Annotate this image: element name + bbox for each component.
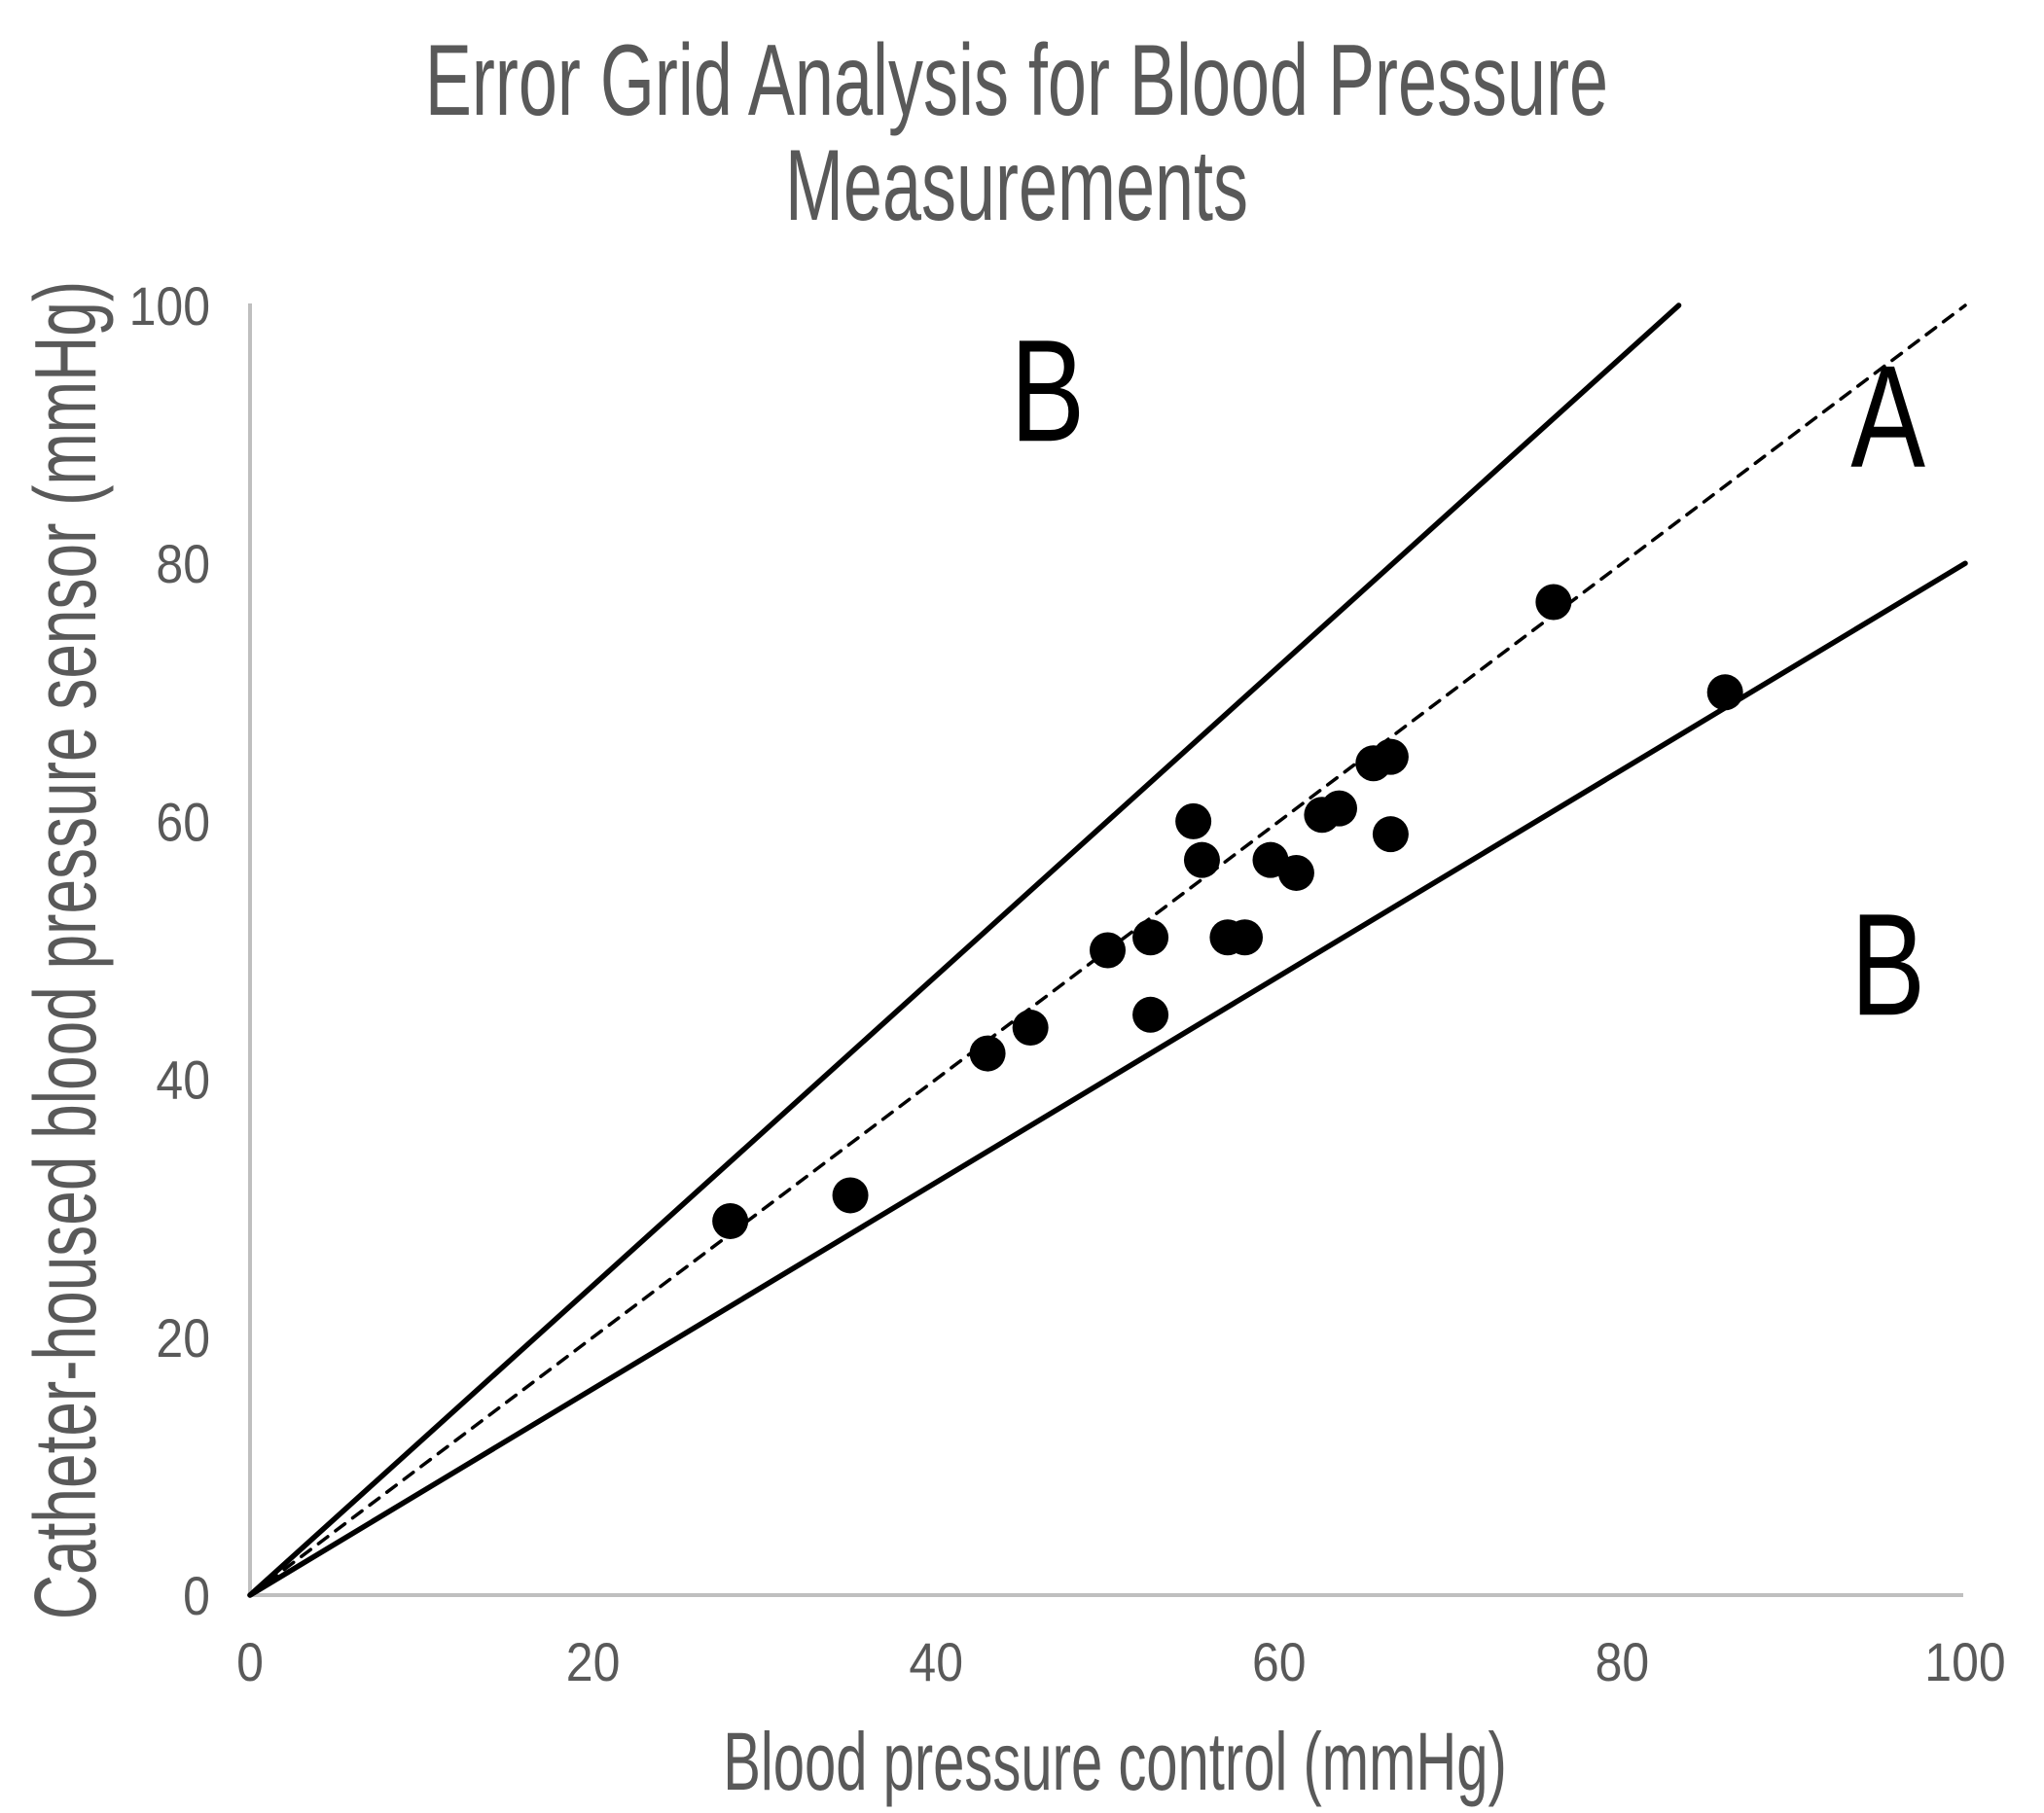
y-tick-label-20: 20 xyxy=(156,1308,210,1369)
data-point xyxy=(1372,816,1409,853)
data-point xyxy=(832,1177,869,1214)
data-point xyxy=(1227,919,1264,956)
region-label-lower-right: B xyxy=(1850,884,1925,1047)
data-point xyxy=(1132,919,1169,956)
data-point xyxy=(969,1035,1006,1072)
data-point xyxy=(1706,674,1743,711)
data-point xyxy=(1372,738,1409,775)
y-tick-label-40: 40 xyxy=(156,1050,210,1111)
data-point xyxy=(1321,790,1358,827)
x-tick-label-60: 60 xyxy=(1252,1632,1307,1692)
data-point xyxy=(1183,841,1220,878)
zone-boundary-upper xyxy=(247,302,1682,1598)
data-point xyxy=(1535,584,1572,621)
data-point xyxy=(712,1202,749,1239)
data-point xyxy=(1175,802,1212,839)
y-tick-label-80: 80 xyxy=(156,535,210,595)
chart-title-line-1: Error Grid Analysis for Blood Pressure xyxy=(425,24,1608,137)
x-tick-label-20: 20 xyxy=(566,1632,621,1692)
chart-title-line-2: Measurements xyxy=(785,129,1248,242)
chart-title: Error Grid Analysis for Blood Pressure M… xyxy=(425,24,1608,242)
x-tick-label-80: 80 xyxy=(1596,1632,1650,1692)
x-axis-title: Blood pressure control (mmHg) xyxy=(723,1717,1507,1807)
x-tick-label-100: 100 xyxy=(1924,1632,2005,1692)
y-tick-label-60: 60 xyxy=(156,793,210,853)
x-tick-label-40: 40 xyxy=(909,1632,963,1692)
y-tick-label-0: 0 xyxy=(183,1566,210,1626)
x-tick-label-0: 0 xyxy=(236,1632,264,1692)
data-point xyxy=(1012,1010,1049,1047)
data-point xyxy=(1277,854,1314,891)
plot-area: 0 20 40 60 80 100 0 20 40 60 80 100 B A B xyxy=(129,276,2006,1692)
data-point xyxy=(1090,932,1126,969)
region-label-upper-left: B xyxy=(1010,310,1085,473)
zone-boundary-lower xyxy=(247,560,1968,1598)
y-tick-label-100: 100 xyxy=(129,276,210,337)
data-point xyxy=(1132,996,1169,1033)
region-label-along-identity: A xyxy=(1850,336,1925,498)
y-axis-title: Catheter-housed blood pressure sensor (m… xyxy=(18,281,115,1619)
